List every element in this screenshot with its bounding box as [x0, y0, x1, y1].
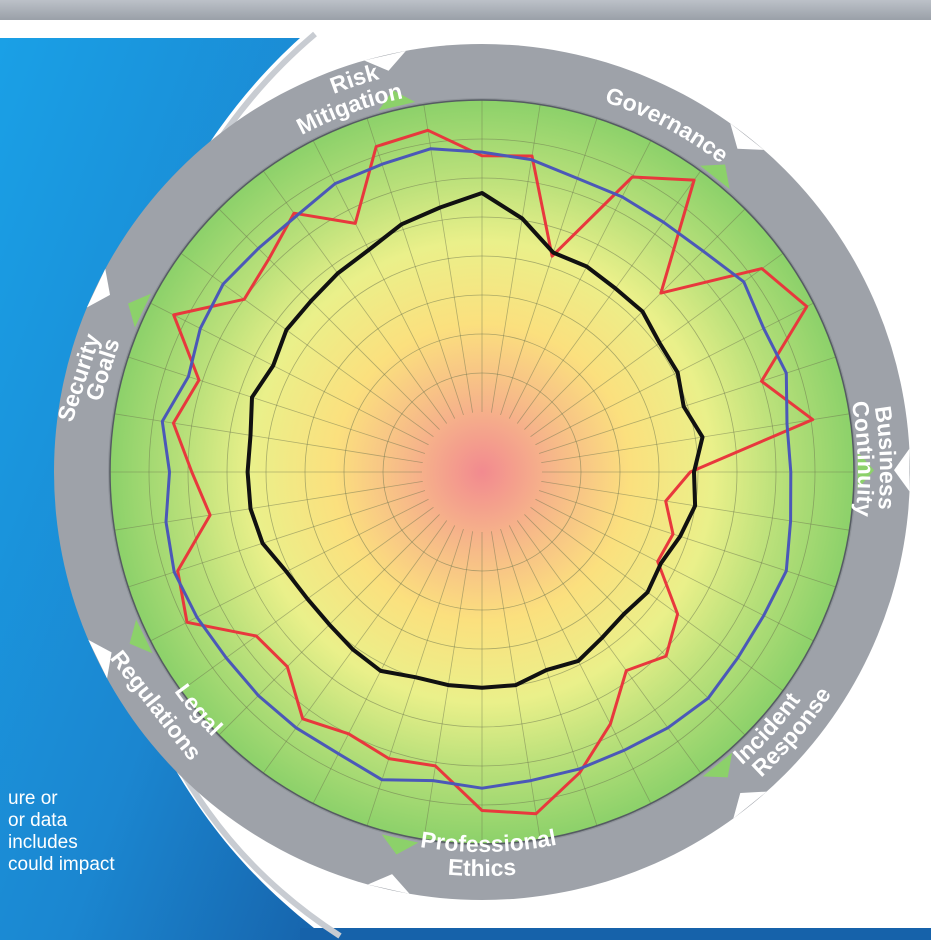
ring-notch [857, 451, 874, 490]
blue-panel-bottom [300, 928, 931, 940]
grid-spoke [535, 498, 814, 642]
grid-spoke [500, 118, 598, 416]
ring-notch [367, 874, 410, 894]
series-line-2 [160, 147, 793, 790]
ring-notch [88, 639, 112, 679]
grid-spoke [263, 520, 448, 774]
ring-notch [381, 834, 419, 855]
ring-notch [702, 752, 733, 778]
ring-notch [733, 791, 767, 819]
header-bar [0, 0, 931, 20]
ring-notch [378, 90, 416, 111]
blue-panel [0, 38, 330, 940]
grid-spoke [530, 253, 784, 438]
series-line-1 [171, 128, 815, 816]
side-text-line-2: or data [8, 810, 68, 831]
grid-spoke [366, 118, 464, 416]
grid-spoke [524, 208, 746, 430]
grid-spoke [423, 104, 474, 413]
ring-notch [86, 268, 111, 308]
grid-spoke [114, 413, 423, 464]
side-text-line-1: ure or [8, 788, 58, 809]
grid-spoke [128, 356, 426, 454]
plot-border [109, 99, 855, 845]
side-text-line-3: includes [8, 832, 78, 853]
grid-spoke [500, 528, 598, 826]
grid-spoke [508, 525, 652, 804]
grid-spoke [218, 208, 440, 430]
grid-spoke [150, 302, 429, 446]
grid-spoke [508, 140, 652, 419]
side-description-text: ure or or data includes could impact [8, 788, 328, 876]
ring-notch [129, 619, 153, 654]
grid-spoke [535, 302, 814, 446]
grid-spoke [541, 413, 850, 464]
series-lines [160, 128, 815, 816]
ring-notches [86, 50, 910, 894]
label-professional-ethics-2: Ethics [447, 854, 517, 881]
grid-spoke [530, 506, 784, 691]
grid-spoke [312, 525, 456, 804]
grid-spoke [312, 140, 456, 419]
label-business-continuity-1: Business [870, 404, 901, 511]
ring-notch [364, 50, 406, 71]
ring-notch [730, 123, 764, 150]
grid-spoke [516, 170, 701, 424]
series-line-3 [245, 191, 705, 690]
side-text-line-4: could impact [8, 854, 115, 875]
ring-notch [893, 448, 910, 492]
ring-notch [128, 293, 152, 328]
ring-notch [700, 164, 730, 190]
grid-spoke [516, 520, 701, 774]
